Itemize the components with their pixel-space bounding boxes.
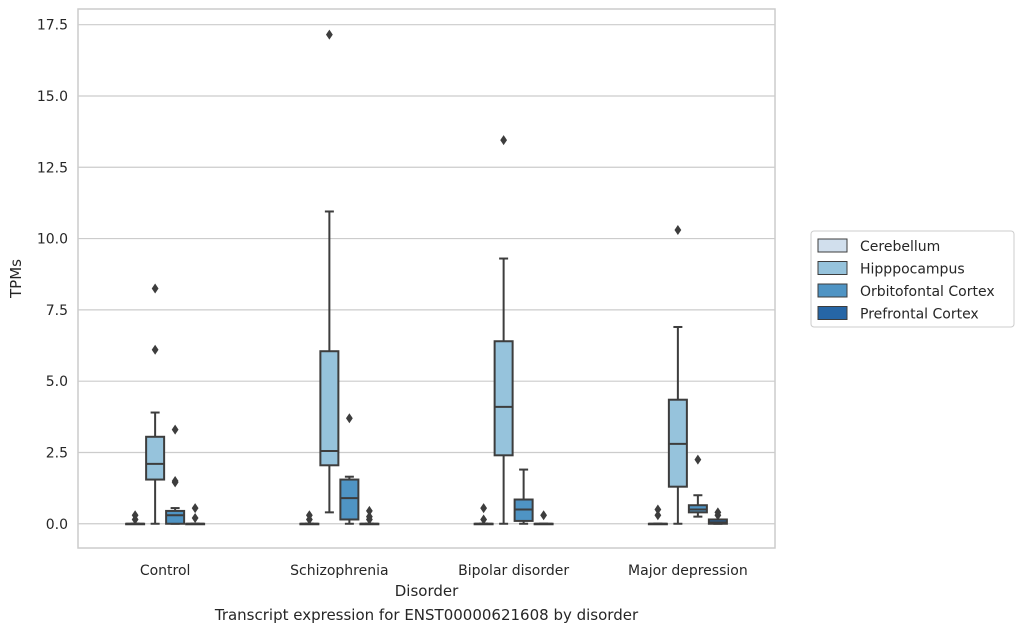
x-tick-label: Bipolar disorder [458,563,569,579]
box-orbitofontal-cortex [165,509,186,525]
y-tick-label: 10.0 [37,232,68,248]
legend-label: Hipppocampus [860,262,965,278]
outlier-point [365,505,373,516]
x-tick-label: Major depression [628,563,748,579]
legend-swatch [817,238,848,253]
box-hipppocampus [145,435,166,481]
outlier-point [151,283,159,294]
plot-frame [77,8,776,549]
outlier-point [191,513,199,524]
y-tick-label: 2.5 [46,445,68,461]
y-tick-label: 15.0 [37,89,68,105]
legend-label: Cerebellum [860,239,940,255]
legend-swatch [817,306,848,320]
box-hipppocampus [493,340,514,457]
y-tick-label: 17.5 [37,18,68,34]
legend-swatch [817,283,848,298]
y-tick-label: 5.0 [46,374,68,390]
chart-caption: Transcript expression for ENST0000062160… [214,606,639,624]
outlier-point [345,413,353,424]
outlier-point [171,475,179,486]
legend-swatch [817,261,848,275]
outlier-point [191,503,199,514]
outlier-point [365,511,373,522]
y-tick-label: 12.5 [37,160,68,176]
outlier-point [674,225,682,236]
box-orbitofontal-cortex [339,478,360,521]
outlier-point [480,503,488,514]
outlier-point [171,424,179,435]
outlier-point [540,510,548,521]
outlier-point [654,504,662,515]
y-tick-label: 7.5 [46,303,68,319]
outlier-point [305,510,313,521]
x-tick-label: Schizophrenia [290,563,388,579]
box-hipppocampus [319,350,340,467]
x-axis-label: Disorder [395,582,459,600]
legend-label: Orbitofontal Cortex [860,284,995,300]
outlier-point [714,507,722,518]
outlier-point [131,510,139,521]
outlier-point [500,135,508,146]
outlier-point [325,29,333,40]
y-axis-label: TPMs [7,259,25,299]
legend-box [810,230,1015,328]
x-tick-label: Control [140,563,191,579]
legend-label: Prefrontal Cortex [860,307,979,323]
outlier-point [694,454,702,465]
chart-svg: 0.0 2.5 5.0 7.5 10.0 12.5 15.0 17.5 Control Schiz… [7,8,1015,600]
outlier-point [654,510,662,521]
outlier-point [151,344,159,355]
y-tick-label: 0.0 [46,517,68,533]
outlier-point [480,514,488,525]
